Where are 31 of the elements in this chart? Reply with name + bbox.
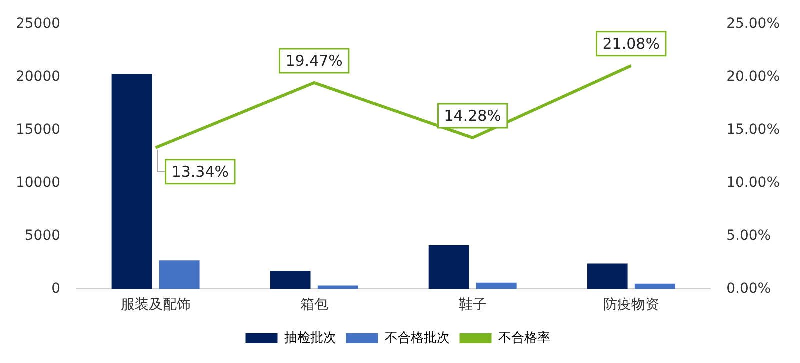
y2-tick-label: 10.00% [726,174,780,191]
y2-tick-label: 20.00% [726,69,780,85]
y2-tick-label: 0.00% [726,280,772,297]
bar [587,264,628,290]
bar [318,286,358,290]
y-tick-label: 25000 [16,16,61,32]
y2-tick-label: 25.00% [726,16,780,32]
y-tick-label: 10000 [16,174,61,191]
data-label: 14.28% [444,106,502,125]
data-label: 21.08% [602,34,660,53]
bar [112,74,152,290]
bar [270,270,311,290]
bar [476,282,517,290]
y-tick-label: 20000 [16,69,61,85]
y-tick-label: 0 [52,280,61,297]
legend-label: 不合格批次 [384,330,450,346]
x-tick-label: 防疫物资 [603,297,660,314]
x-tick-label: 鞋子 [458,297,487,314]
bar [159,260,200,290]
legend-label: 抽检批次 [284,330,336,346]
y2-tick-label: 15.00% [726,122,780,138]
y-tick-label: 15000 [16,122,61,138]
y2-tick-label: 5.00% [726,228,772,244]
data-label: 19.47% [286,52,343,70]
x-tick-label: 服装及配饰 [120,297,191,314]
bar [428,245,470,290]
x-tick-label: 箱包 [300,297,328,314]
y-tick-label: 5000 [24,228,61,244]
legend-label: 不合格率 [498,330,550,346]
bar [634,284,676,290]
data-label: 13.34% [172,162,229,181]
